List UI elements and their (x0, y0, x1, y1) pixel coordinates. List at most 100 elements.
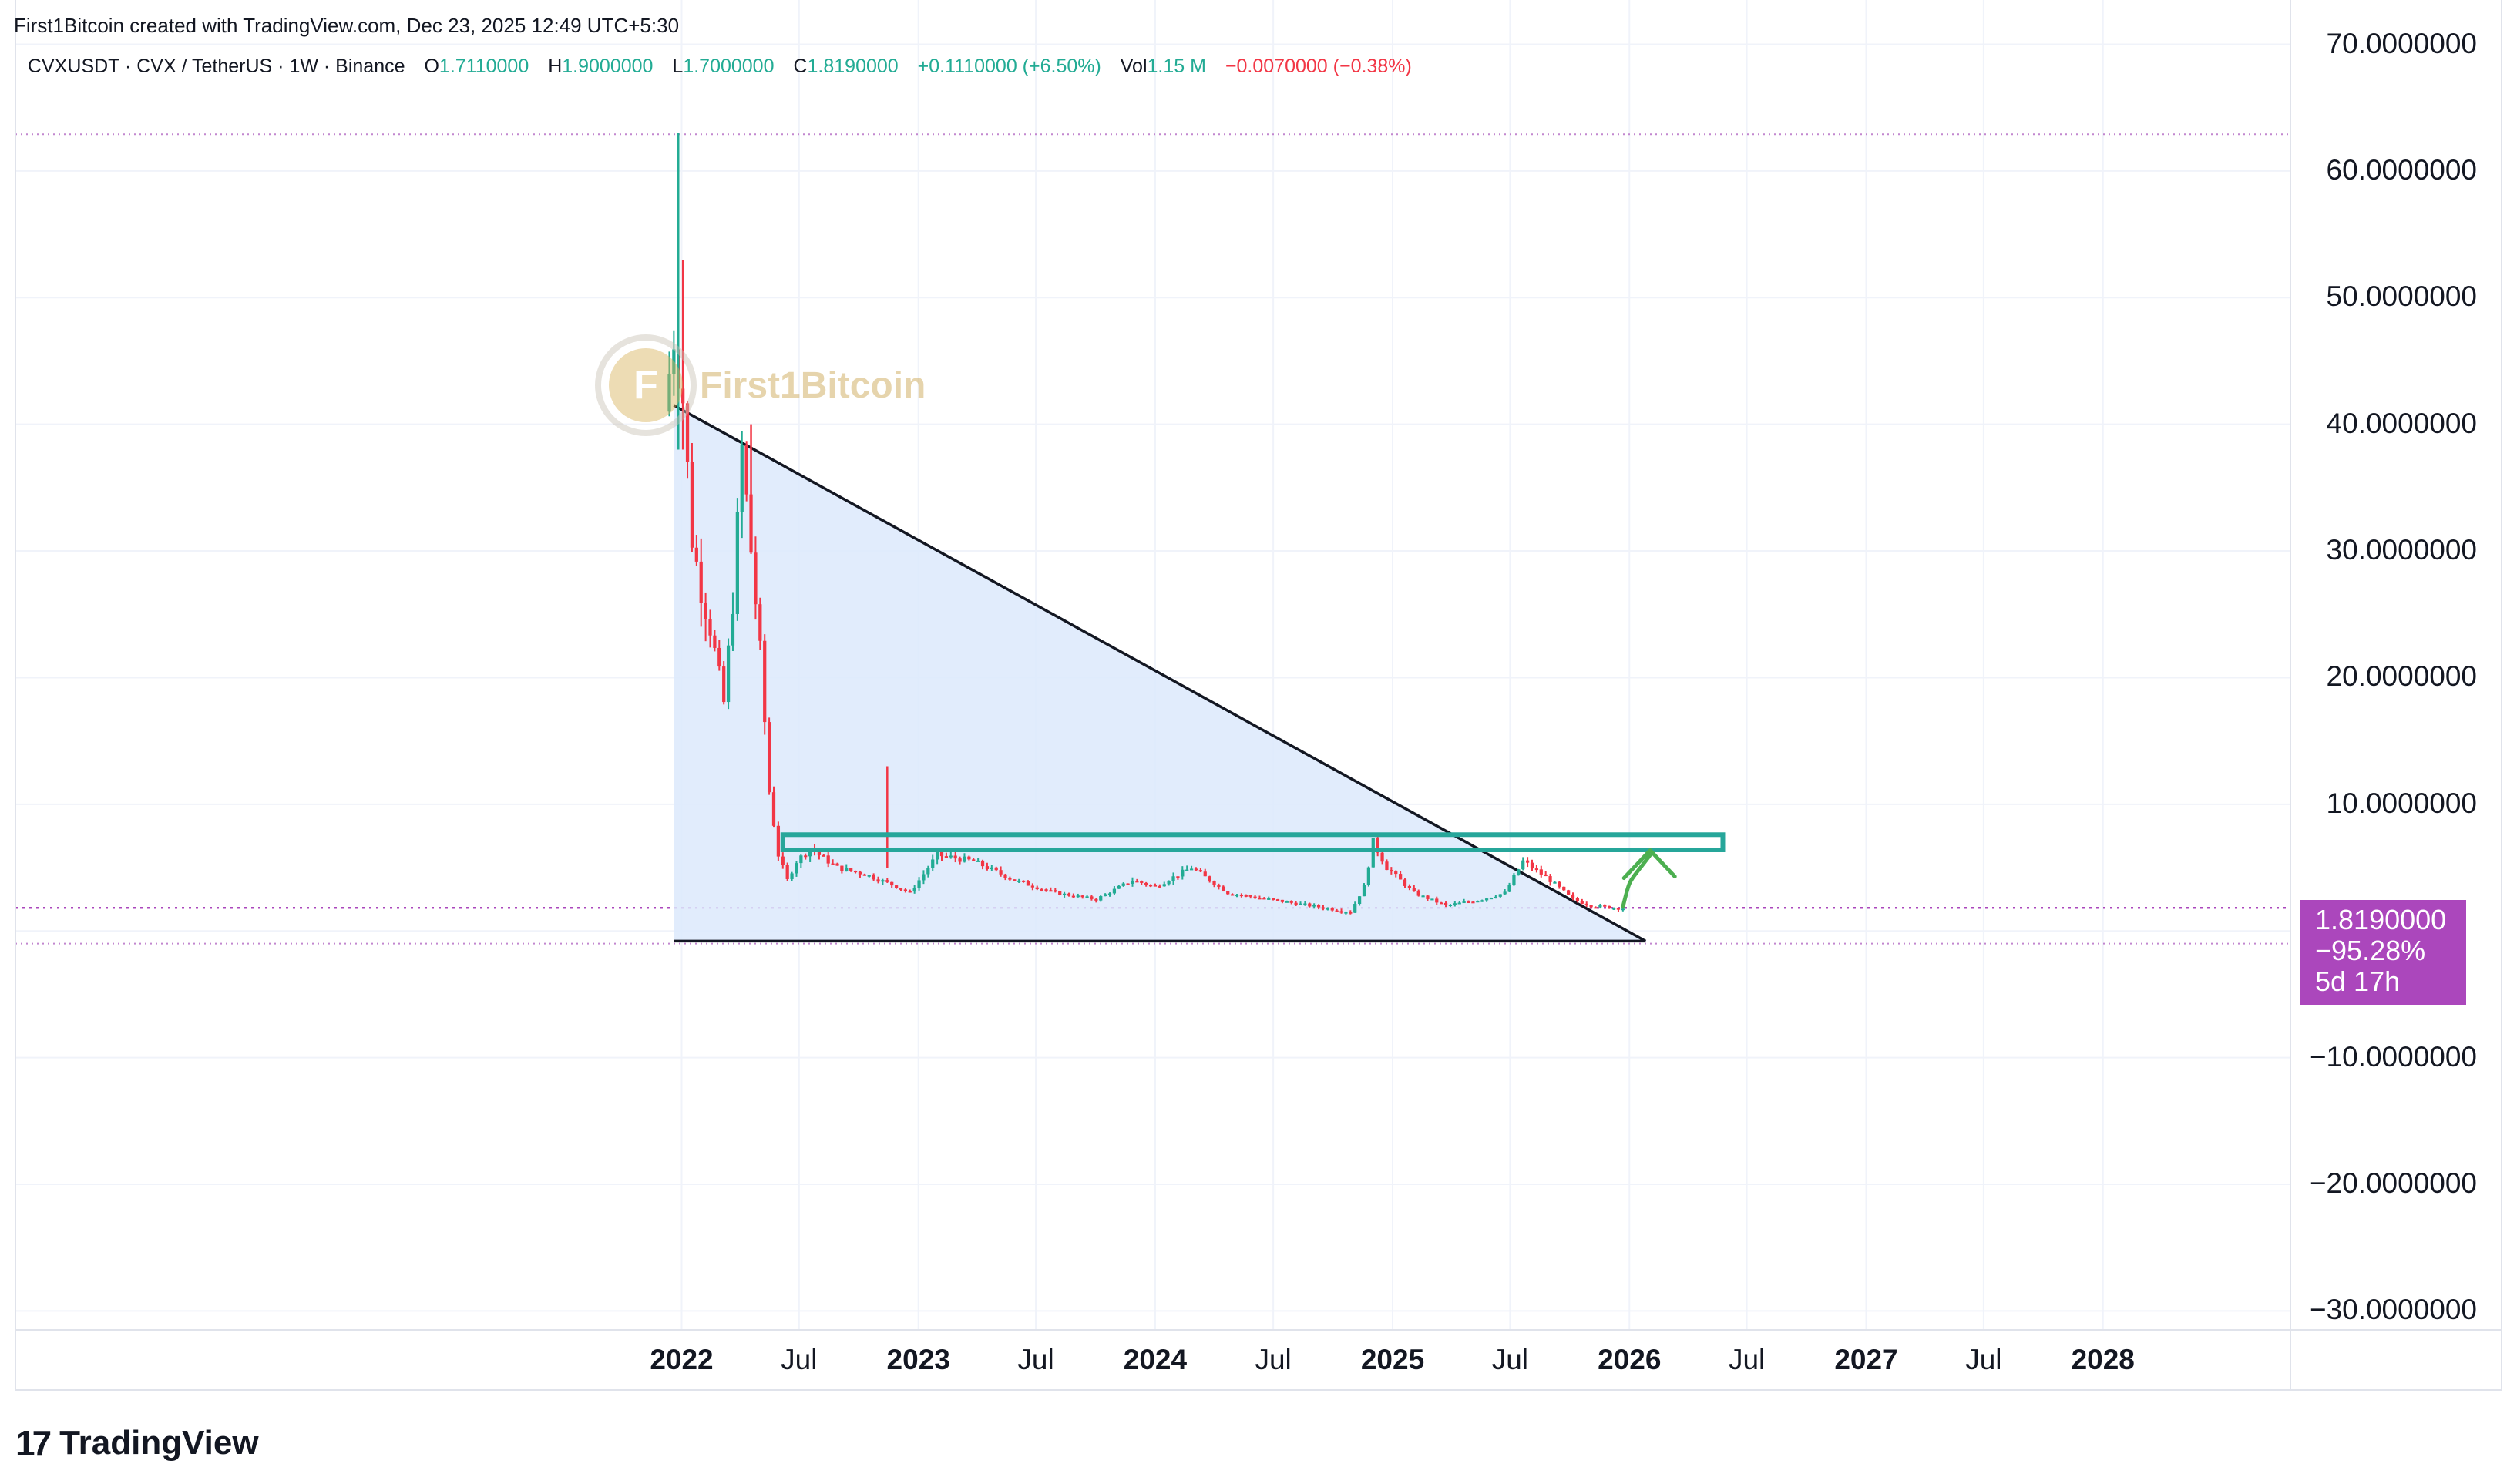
candle-body (999, 870, 1003, 875)
candle-body (1335, 910, 1339, 912)
high-value: 1.9000000 (562, 55, 654, 77)
close-key: C (793, 55, 808, 77)
candle-body (1362, 885, 1366, 897)
candle-body (835, 863, 839, 866)
candle-body (1176, 876, 1180, 878)
time-tick-label: Jul (1017, 1344, 1054, 1375)
candle-body (1035, 887, 1039, 889)
tradingview-wordmark: TradingView (59, 1424, 259, 1462)
candle-body (726, 645, 731, 703)
watermark-text: First1Bitcoin (700, 364, 926, 406)
time-tick-label: 2022 (650, 1344, 714, 1375)
candle-body (1248, 895, 1252, 897)
candle-body (1544, 874, 1548, 877)
candle-body (1371, 838, 1375, 868)
candle-body (817, 851, 822, 855)
candle-body (744, 445, 748, 495)
candle-body (1244, 895, 1248, 897)
price-tick-label: −10.0000000 (2309, 1040, 2477, 1073)
candle-body (1308, 903, 1312, 907)
candle-body (1580, 901, 1584, 904)
descending-triangle (673, 404, 1647, 943)
candle-body (1076, 895, 1080, 898)
candle-body (1575, 898, 1580, 901)
candle-body (917, 880, 921, 888)
candle-body (1598, 905, 1602, 908)
candle-body (994, 867, 998, 871)
breakout-arrow-head (1621, 848, 1677, 881)
chart-grid (15, 0, 2290, 1330)
tradingview-logo[interactable]: 17 TradingView (15, 1422, 259, 1464)
candle-body (1435, 898, 1439, 903)
candle-body (1621, 908, 1625, 911)
candle-body (1380, 852, 1384, 862)
candle-body (1562, 886, 1566, 891)
candle-body (1272, 898, 1275, 900)
candle-body (690, 462, 694, 548)
candle-body (926, 868, 930, 875)
candle-body (754, 552, 758, 605)
high-key: H (548, 55, 563, 77)
candle-body (1071, 895, 1076, 898)
close-value: 1.8190000 (807, 55, 899, 77)
candle-body (1212, 881, 1216, 886)
candle-body (1608, 905, 1611, 909)
candle-body (908, 891, 912, 893)
candle-body (1194, 868, 1198, 871)
candle-body (853, 871, 858, 873)
candle-body (931, 859, 935, 868)
candle-body (1112, 888, 1117, 894)
candle-body (1262, 898, 1266, 900)
chart-attribution: First1Bitcoin created with TradingView.c… (14, 14, 680, 37)
candle-body (1399, 874, 1403, 880)
candle-body (1407, 885, 1412, 888)
candle-body (1285, 901, 1289, 903)
candle-body (1203, 871, 1207, 877)
candle-body (1148, 885, 1153, 887)
candle-body (1289, 901, 1293, 903)
candle-body (1366, 867, 1371, 885)
chart-axes (15, 0, 2502, 1391)
symbol-title[interactable]: CVXUSDT · CVX / TetherUS · 1W · Binance (28, 55, 405, 77)
bar-countdown: 5d 17h (2315, 965, 2401, 997)
candle-body (1140, 881, 1144, 883)
candle-body (1104, 894, 1107, 897)
candle-body (1090, 896, 1094, 899)
candle-body (1013, 879, 1017, 881)
candle-body (1616, 908, 1621, 910)
candle-body (1026, 881, 1030, 886)
candle-body (735, 511, 739, 614)
candle-body (990, 867, 993, 869)
candle-body (1448, 905, 1453, 907)
candle-body (1357, 896, 1362, 905)
candle-body (1440, 902, 1443, 905)
candle-body (935, 851, 939, 860)
candle-body (1494, 896, 1497, 898)
candle-body (1094, 898, 1098, 901)
time-tick-label: 2024 (1123, 1344, 1188, 1375)
time-tick-label: 2025 (1360, 1344, 1425, 1375)
candle-body (1476, 901, 1480, 903)
candle-body (953, 855, 957, 859)
candle-body (1217, 885, 1221, 888)
candle-body (1162, 884, 1166, 887)
time-tick-label: 2027 (1834, 1344, 1898, 1375)
candle-body (1326, 908, 1329, 910)
candle-body (976, 860, 980, 862)
candle-body (1054, 890, 1057, 892)
candle-body (872, 875, 875, 880)
candle-body (763, 640, 767, 723)
candle-body (845, 868, 849, 871)
drawing-annotations (780, 832, 1726, 909)
candle-body (694, 547, 698, 562)
candle-body (1058, 891, 1062, 895)
candle-body (1376, 838, 1379, 853)
candle-body (771, 792, 776, 826)
candle-body (972, 859, 976, 861)
price-tick-label: −20.0000000 (2309, 1167, 2477, 1199)
open-key: O (424, 55, 439, 77)
candle-body (699, 561, 703, 603)
candle-body (1021, 880, 1026, 882)
candle-body (1430, 898, 1434, 901)
